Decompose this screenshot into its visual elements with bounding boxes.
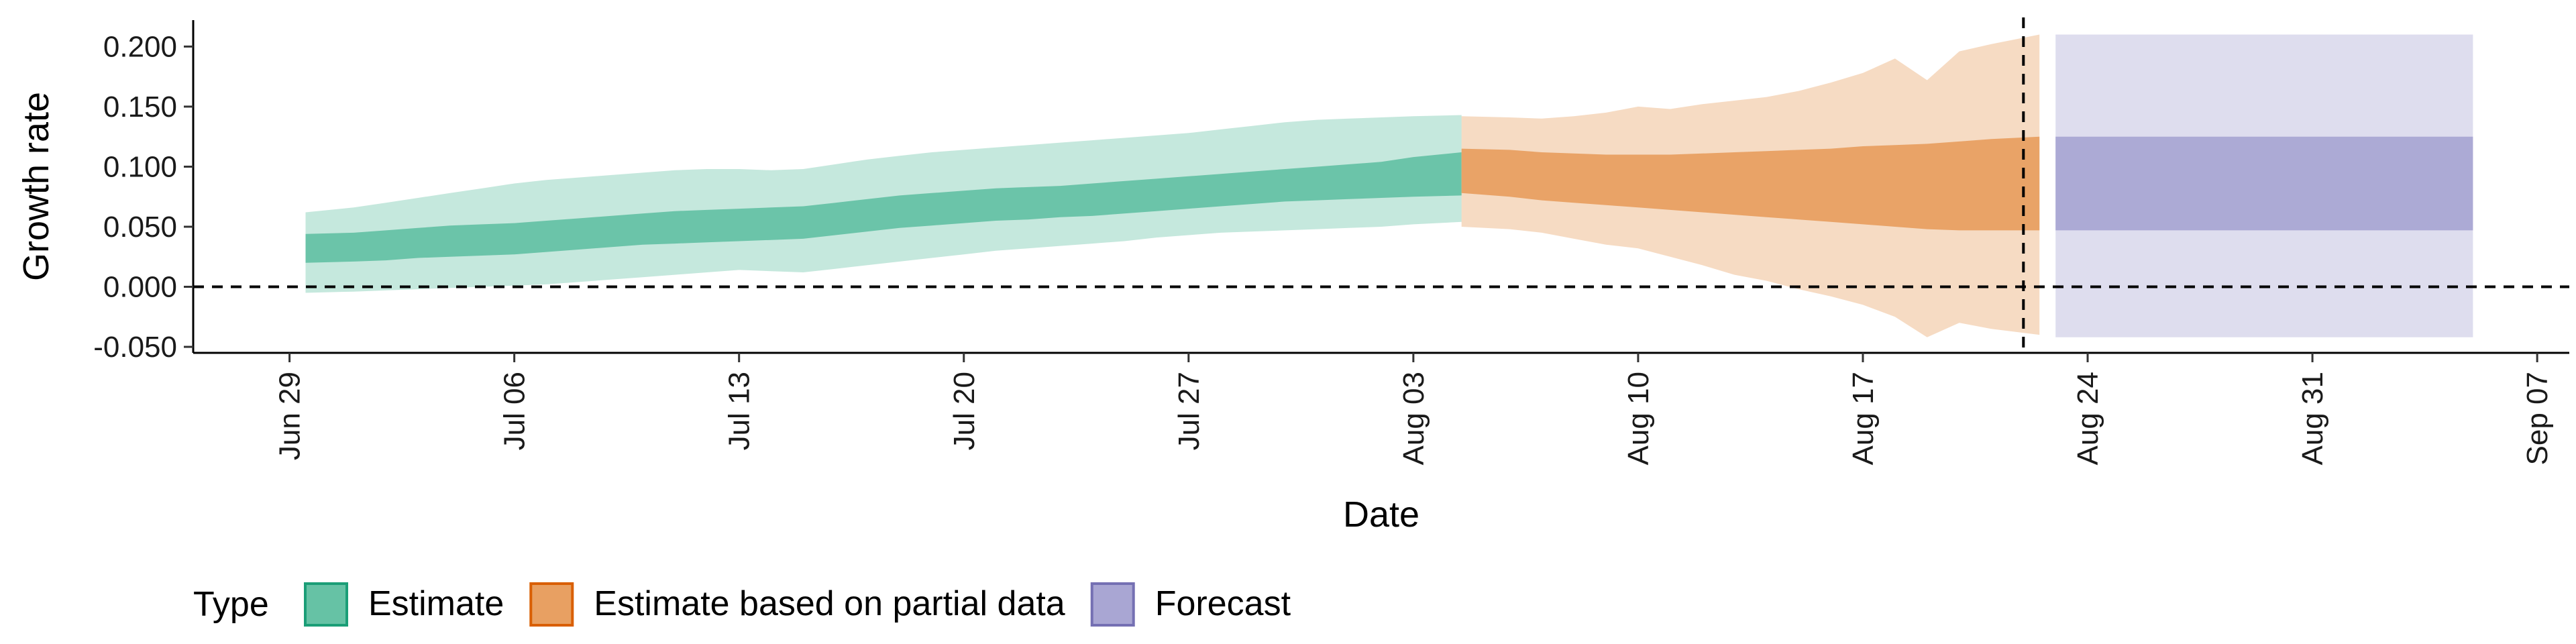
y-tick-label: 0.100: [103, 150, 177, 183]
forecast-ribbon-50: [2055, 136, 2473, 231]
legend-title: Type: [193, 585, 269, 624]
x-tick-label: Jul 13: [723, 372, 756, 450]
x-tick-label: Jul 06: [498, 372, 531, 450]
legend: Type Estimate Estimate based on partial d…: [193, 582, 1291, 627]
y-tick-label: 0.200: [103, 30, 177, 63]
legend-label-estimate: Estimate: [368, 584, 504, 623]
estimate-ribbon-50: [305, 152, 1462, 263]
x-tick-label: Sep 07: [2521, 372, 2554, 465]
estimate-based-on-partial-data-ribbon-50: [1461, 136, 2040, 231]
x-tick-label: Aug 10: [1622, 372, 1655, 465]
x-tick-label: Aug 17: [1847, 372, 1880, 465]
x-tick-label: Aug 03: [1397, 372, 1430, 465]
y-tick-label: 0.150: [103, 91, 177, 123]
legend-label-estimate-based-on-partial-data: Estimate based on partial data: [594, 584, 1065, 623]
legend-label-forecast: Forecast: [1155, 584, 1291, 623]
ribbons-layer: [305, 34, 2473, 337]
y-tick-label: 0.050: [103, 211, 177, 244]
legend-key-estimate: [304, 582, 348, 627]
axes: -0.050 0.000 0.050 0.100 0.150 0.200 Jun 29 Jul…: [93, 20, 2569, 465]
x-tick-label: Jun 29: [274, 372, 307, 460]
x-tick-label: Jul 27: [1173, 372, 1205, 450]
y-tick-label: 0.000: [103, 271, 177, 304]
legend-key-estimate-based-on-partial-data: [529, 582, 574, 627]
y-tick-label: -0.050: [93, 331, 177, 364]
y-axis-title: Growth rate: [16, 92, 56, 281]
reference-lines: [193, 17, 2569, 353]
x-tick-label: Aug 31: [2296, 372, 2329, 465]
x-axis-title: Date: [1343, 494, 1419, 535]
x-tick-label: Aug 24: [2072, 372, 2104, 465]
legend-key-forecast: [1090, 582, 1135, 627]
x-tick-label: Jul 20: [948, 372, 981, 450]
